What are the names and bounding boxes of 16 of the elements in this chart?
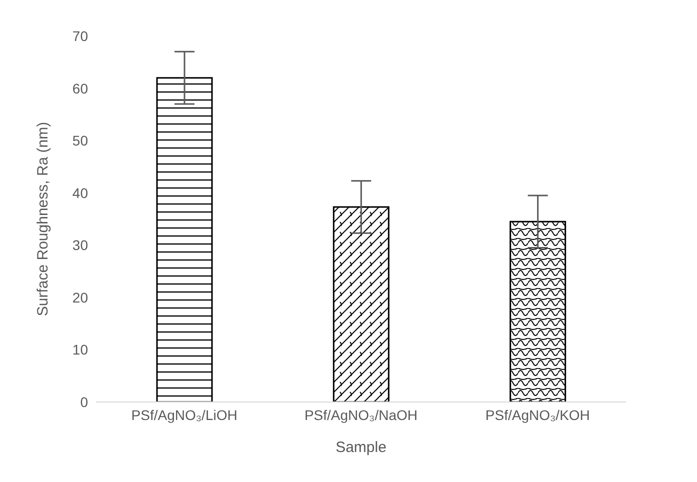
- x-tick-label: PSf/AgNO₃/NaOH: [304, 406, 418, 423]
- y-tick-label: 50: [72, 132, 88, 149]
- y-tick-label: 20: [72, 289, 88, 306]
- y-tick-label: 40: [72, 184, 88, 201]
- x-axis-title: Sample: [336, 439, 386, 456]
- y-axis-title: Surface Roughness, Ra (nm): [34, 122, 52, 316]
- x-tick-label: PSf/AgNO₃/KOH: [485, 406, 590, 423]
- y-tick-label: 60: [72, 80, 88, 96]
- bar: [332, 206, 390, 402]
- y-tick-label: 70: [72, 28, 88, 44]
- bar: [156, 77, 213, 402]
- y-tick-label: 10: [72, 342, 88, 358]
- x-tick-label: PSf/AgNO₃/LiOH: [131, 406, 238, 423]
- y-tick-label: 0: [80, 394, 88, 410]
- bar: [510, 220, 566, 402]
- y-tick-label: 30: [72, 237, 88, 254]
